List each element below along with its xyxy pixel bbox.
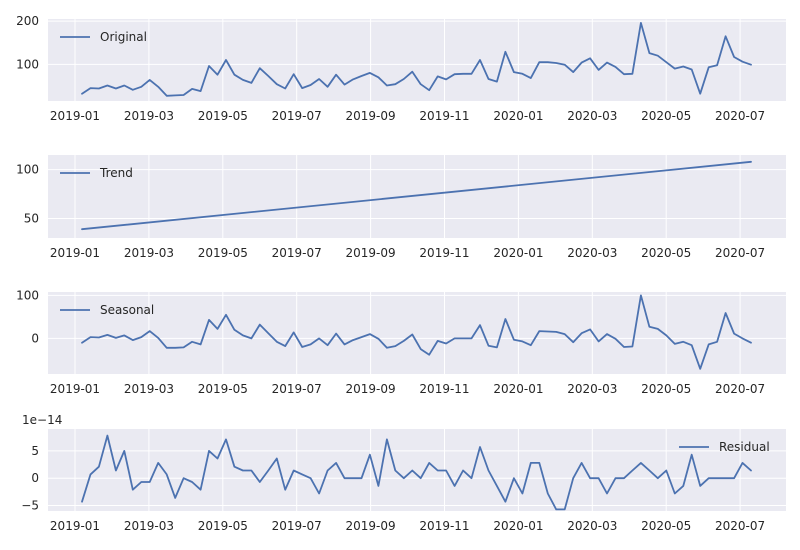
x-tick-label: 2019-01 [50, 109, 100, 123]
x-tick-label: 2020-05 [641, 246, 691, 260]
x-tick-label: 2019-03 [124, 519, 174, 533]
y-tick-label: −5 [21, 499, 39, 513]
x-tick-label: 2019-07 [272, 519, 322, 533]
x-tick-label: 2020-01 [493, 246, 543, 260]
y-offset-label: 1e−14 [22, 413, 62, 427]
x-tick-label: 2020-07 [715, 109, 765, 123]
x-tick-label: 2019-05 [198, 246, 248, 260]
x-tick-label: 2020-05 [641, 519, 691, 533]
x-tick-label: 2020-03 [567, 109, 617, 123]
x-tick-label: 2019-11 [419, 382, 469, 396]
legend-label: Seasonal [100, 303, 154, 317]
x-tick-label: 2019-01 [50, 246, 100, 260]
x-tick-label: 2019-05 [198, 109, 248, 123]
x-tick-label: 2020-01 [493, 109, 543, 123]
x-tick-label: 2019-09 [346, 519, 396, 533]
x-tick-label: 2019-07 [272, 109, 322, 123]
x-tick-label: 2020-03 [567, 382, 617, 396]
legend: Residual [679, 440, 770, 454]
x-tick-label: 2020-07 [715, 382, 765, 396]
legend-label: Residual [719, 440, 770, 454]
legend-label: Trend [99, 166, 133, 180]
x-tick-label: 2020-01 [493, 519, 543, 533]
x-tick-label: 2019-03 [124, 246, 174, 260]
series-line-original [81, 21, 752, 97]
plot-area [48, 429, 786, 511]
x-tick-label: 2019-03 [124, 382, 174, 396]
x-tick-label: 2020-03 [567, 246, 617, 260]
x-tick-label: 2019-03 [124, 109, 174, 123]
legend: Trend [60, 166, 133, 180]
y-tick-label: 100 [16, 57, 39, 71]
x-tick-label: 2019-11 [419, 109, 469, 123]
y-tick-label: 50 [24, 211, 39, 225]
legend-label: Original [100, 30, 147, 44]
panel-trend: 2019-01 2019-03 2019-05 2019-07 2019-09 2019-… [16, 155, 786, 260]
x-tick-label: 2019-05 [198, 382, 248, 396]
x-tick-label: 2019-01 [50, 519, 100, 533]
panel-seasonal: 2019-01 2019-03 2019-05 2019-07 2019-09 2019-… [16, 288, 786, 396]
x-tick-label: 2020-01 [493, 382, 543, 396]
y-tick-label: 0 [31, 471, 39, 485]
series-line-seasonal [81, 294, 752, 370]
series-line-residual [81, 434, 752, 511]
legend: Original [60, 30, 147, 44]
series-line-trend [81, 160, 752, 231]
plot-area [48, 292, 786, 374]
x-tick-label: 2020-05 [641, 109, 691, 123]
legend: Seasonal [60, 303, 154, 317]
x-tick-label: 2019-09 [346, 109, 396, 123]
x-tick-label: 2020-07 [715, 246, 765, 260]
x-tick-label: 2019-09 [346, 246, 396, 260]
panel-residual: 2019-01 2019-03 2019-05 2019-07 2019-09 2019-… [21, 413, 786, 533]
panel-original: 2019-01 2019-03 2019-05 2019-07 2019-09 2019-… [16, 14, 786, 123]
plot-area [48, 155, 786, 238]
y-tick-label: 100 [16, 288, 39, 302]
y-tick-label: 200 [16, 14, 39, 28]
x-tick-label: 2019-05 [198, 519, 248, 533]
plot-area [48, 19, 786, 101]
x-tick-label: 2020-03 [567, 519, 617, 533]
y-tick-label: 0 [31, 331, 39, 345]
x-tick-label: 2020-05 [641, 382, 691, 396]
x-tick-label: 2019-01 [50, 382, 100, 396]
x-tick-label: 2019-07 [272, 382, 322, 396]
x-tick-label: 2019-11 [419, 519, 469, 533]
y-tick-label: 100 [16, 163, 39, 177]
x-tick-label: 2019-07 [272, 246, 322, 260]
x-tick-label: 2019-11 [419, 246, 469, 260]
y-tick-label: 5 [31, 444, 39, 458]
x-tick-label: 2019-09 [346, 382, 396, 396]
x-tick-label: 2020-07 [715, 519, 765, 533]
